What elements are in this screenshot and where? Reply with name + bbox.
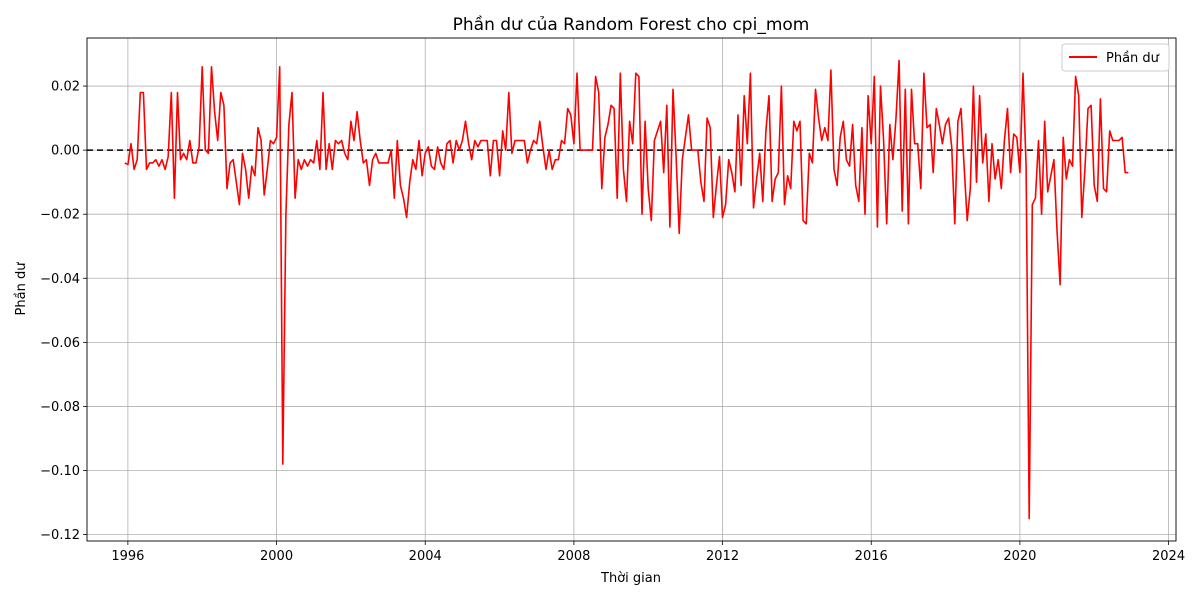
y-tick-label: −0.12 — [40, 528, 80, 543]
y-tick-label: −0.04 — [40, 272, 80, 287]
y-tick-label: 0.02 — [51, 80, 80, 95]
x-tick-label: 2008 — [557, 549, 590, 564]
x-axis-label: Thời gian — [600, 571, 661, 586]
y-axis-label: Phần dư — [14, 262, 29, 316]
y-tick-label: 0.00 — [51, 144, 80, 159]
x-tick-label: 2012 — [706, 549, 739, 564]
y-tick-label: −0.06 — [40, 336, 80, 351]
y-tick-label: −0.08 — [40, 400, 80, 415]
x-tick-label: 2024 — [1152, 549, 1185, 564]
x-tick-label: 2020 — [1003, 549, 1036, 564]
series-group — [124, 59, 1129, 520]
y-tick-label: −0.02 — [40, 208, 80, 223]
legend: Phần dư — [1061, 43, 1170, 72]
plot-frame — [86, 37, 1177, 542]
chart-title: Phần dư của Random Forest cho cpi_mom — [453, 14, 810, 35]
x-tick-label: 2016 — [855, 549, 888, 564]
series-line-residual — [124, 59, 1129, 520]
legend-label: Phần dư — [1106, 51, 1160, 66]
y-tick-label: −0.10 — [40, 464, 80, 479]
x-axis-ticks: 1996 2000 2004 2008 2012 2016 2020 2024 — [111, 541, 1185, 564]
x-tick-label: 2004 — [409, 549, 442, 564]
x-tick-label: 1996 — [111, 549, 144, 564]
y-axis-ticks: 0.02 0.00 −0.02 −0.04 −0.06 −0.08 −0.10 −0.12 — [40, 80, 87, 543]
x-tick-label: 2000 — [260, 549, 293, 564]
legend-box — [1061, 43, 1170, 72]
